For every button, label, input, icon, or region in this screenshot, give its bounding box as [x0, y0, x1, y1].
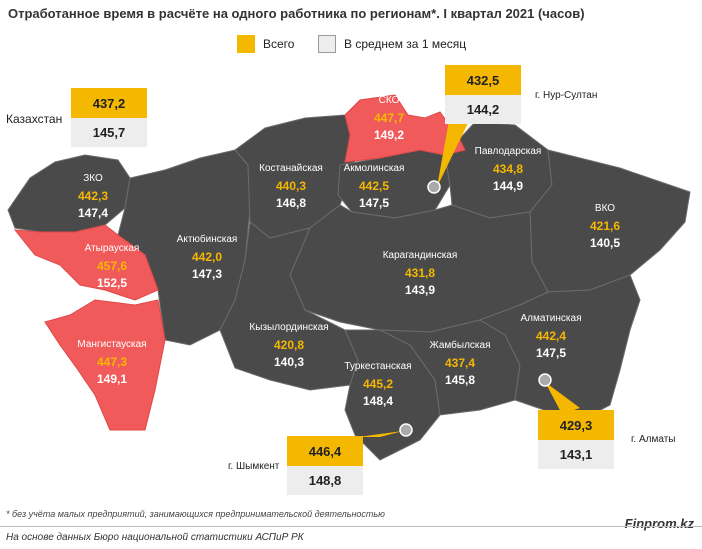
region-total: 437,4 [444, 356, 476, 370]
city-total: 432,5 [445, 65, 521, 95]
kazakhstan-label: Казахстан [6, 112, 63, 126]
region-average: 147,4 [77, 206, 109, 220]
region-average: 147,3 [191, 267, 223, 281]
region-total: 457,6 [96, 259, 128, 273]
region-name: Карагандинская [382, 250, 458, 261]
legend-total-label: Всего [263, 37, 295, 51]
region-average: 152,5 [96, 276, 128, 290]
city-marker-almaty [538, 373, 552, 387]
region-label-mangystau: Мангистауская 447,3 149,1 [77, 339, 147, 386]
region-average: 147,5 [358, 196, 390, 210]
city-total: 429,3 [538, 410, 614, 440]
region-average: 143,9 [404, 283, 436, 297]
city-average: 143,1 [538, 440, 614, 469]
brand-logo: Finprom.kz [624, 516, 694, 531]
region-name: Акмолинская [343, 163, 405, 174]
legend-average-swatch [318, 35, 336, 53]
callout-almaty-pointer [545, 382, 580, 414]
region-name: Атырауская [84, 243, 140, 254]
legend-total-swatch [237, 35, 255, 53]
region-total: 447,3 [96, 355, 128, 369]
region-label-turkestan: Туркестанская 445,2 148,4 [344, 361, 412, 408]
region-total: 442,5 [358, 179, 390, 193]
city-marker-nursultan [427, 180, 441, 194]
city-total: 446,4 [287, 436, 363, 466]
region-label-almaty: Алматинская 442,4 147,5 [520, 313, 582, 360]
source-note: На основе данных Бюро национальной стати… [6, 532, 304, 543]
region-total: 442,0 [191, 250, 223, 264]
region-label-akmola: Акмолинская 442,5 147,5 [343, 163, 405, 210]
region-label-aktobe: Актюбинская 442,0 147,3 [176, 234, 238, 281]
region-average: 147,5 [535, 346, 567, 360]
region-name: Мангистауская [77, 339, 147, 350]
city-average: 144,2 [445, 95, 521, 124]
city-label-shymkent: г. Шымкент [228, 461, 280, 472]
region-name: Актюбинская [176, 234, 238, 245]
region-shape-kyzylorda [219, 221, 359, 391]
region-shape-mangystau [44, 299, 166, 431]
callout-shymkent: 446,4 148,8 [287, 436, 363, 495]
region-shape-zko [7, 154, 131, 233]
region-name: Туркестанская [344, 361, 412, 372]
region-average: 148,4 [362, 394, 394, 408]
region-label-zhambyl: Жамбылская 437,4 145,8 [429, 340, 491, 387]
region-shape-almaty [478, 274, 641, 419]
region-average: 149,2 [373, 128, 405, 142]
region-total: 445,2 [362, 377, 394, 391]
city-average: 148,8 [287, 466, 363, 495]
region-total: 442,4 [535, 329, 567, 343]
callout-almaty: 429,3 143,1 [538, 410, 614, 469]
kazakhstan-total: 437,2 [71, 88, 147, 118]
region-label-sko: СКО 447,7 149,2 [373, 95, 405, 142]
region-label-vko: ВКО 421,6 140,5 [589, 203, 621, 250]
region-name: Жамбылская [429, 340, 491, 351]
region-label-karaganda: Карагандинская 431,8 143,9 [382, 250, 458, 297]
legend-average: В среднем за 1 месяц [318, 34, 466, 54]
chart-title: Отработанное время в расчёте на одного р… [8, 6, 585, 21]
callout-nursultan-pointer [437, 115, 472, 187]
region-average: 144,9 [492, 179, 524, 193]
region-name: Костанайская [259, 163, 323, 174]
region-total: 420,8 [273, 338, 305, 352]
region-name: ЗКО [83, 173, 103, 184]
region-average: 146,8 [275, 196, 307, 210]
region-label-zko: ЗКО 442,3 147,4 [77, 173, 109, 220]
region-total: 440,3 [275, 179, 307, 193]
region-total: 431,8 [404, 266, 436, 280]
legend-average-label: В среднем за 1 месяц [344, 37, 467, 51]
region-name: СКО [378, 95, 400, 106]
region-name: Павлодарская [474, 146, 542, 157]
callout-nursultan: 432,5 144,2 [445, 65, 521, 124]
region-total: 421,6 [589, 219, 621, 233]
region-name: Алматинская [520, 313, 582, 324]
region-total: 447,7 [373, 111, 405, 125]
region-total: 442,3 [77, 189, 109, 203]
footer-divider [0, 526, 702, 527]
region-average: 145,8 [444, 373, 476, 387]
region-shape-sko [344, 94, 466, 163]
city-label-almaty: г. Алматы [631, 434, 676, 445]
legend-total: Всего [237, 34, 294, 54]
region-name: ВКО [594, 203, 616, 214]
region-total: 434,8 [492, 162, 524, 176]
region-label-atyrau: Атырауская 457,6 152,5 [84, 243, 140, 290]
region-average: 140,5 [589, 236, 621, 250]
region-label-pavlodar: Павлодарская 434,8 144,9 [474, 146, 542, 193]
region-label-kostanay: Костанайская 440,3 146,8 [259, 163, 323, 210]
region-shape-karaganda [289, 204, 549, 333]
region-shape-atyrau [13, 224, 159, 301]
region-label-kyzylorda: Кызылординская 420,8 140,3 [249, 322, 329, 369]
kazakhstan-box: 437,2 145,7 [71, 88, 147, 147]
kazakhstan-average: 145,7 [71, 118, 147, 147]
region-average: 140,3 [273, 355, 305, 369]
footnote: * без учёта малых предприятий, занимающи… [6, 509, 385, 519]
city-label-nursultan: г. Нур-Султан [535, 90, 598, 101]
region-average: 149,1 [96, 372, 128, 386]
city-marker-shymkent [399, 423, 413, 437]
callout-shymkent-pointer [358, 431, 403, 437]
region-name: Кызылординская [249, 322, 329, 333]
